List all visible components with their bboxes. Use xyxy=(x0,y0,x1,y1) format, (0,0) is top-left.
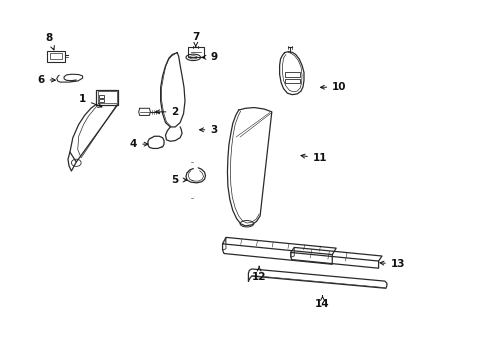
Text: 4: 4 xyxy=(130,139,148,149)
Text: 12: 12 xyxy=(251,266,266,282)
Text: 9: 9 xyxy=(202,52,217,62)
Bar xyxy=(50,53,61,59)
Text: 14: 14 xyxy=(315,296,329,309)
Text: 11: 11 xyxy=(300,153,326,163)
Text: 2: 2 xyxy=(155,107,178,117)
Text: 13: 13 xyxy=(379,259,405,269)
Text: 3: 3 xyxy=(199,125,217,135)
Text: 5: 5 xyxy=(171,175,186,185)
Text: 1: 1 xyxy=(79,94,102,107)
Bar xyxy=(99,99,103,102)
Bar xyxy=(47,51,64,62)
Text: 10: 10 xyxy=(320,82,346,92)
Bar xyxy=(285,72,299,77)
Text: 8: 8 xyxy=(46,33,54,50)
Bar xyxy=(187,46,203,57)
Text: 6: 6 xyxy=(37,75,55,85)
Bar xyxy=(99,95,103,98)
Bar xyxy=(285,79,299,83)
Text: 7: 7 xyxy=(192,32,199,47)
